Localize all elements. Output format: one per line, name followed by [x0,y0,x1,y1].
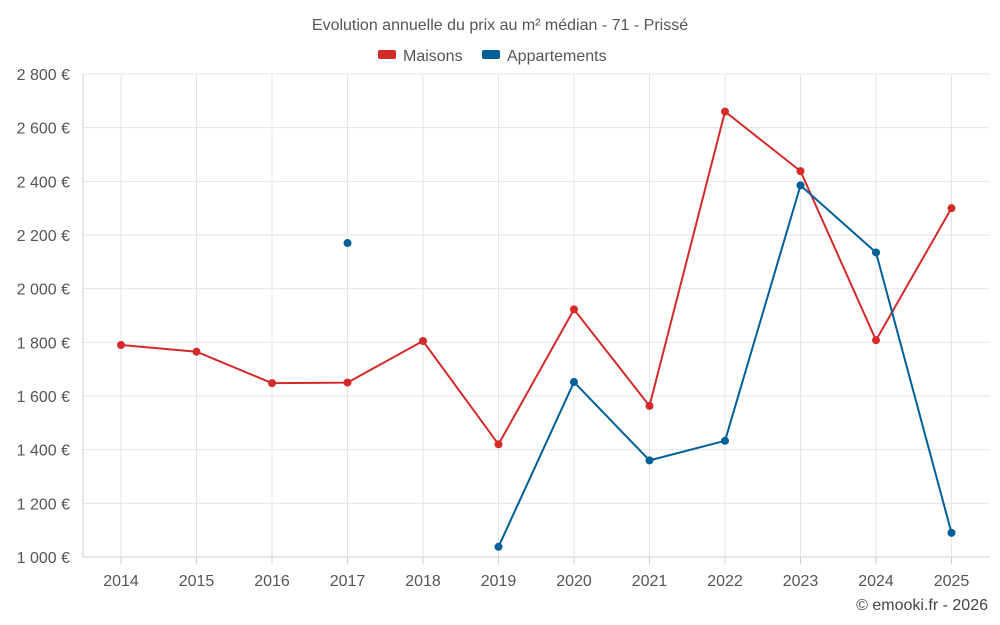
series-appartements [343,181,956,551]
legend-label-appartements: Appartements [507,48,607,65]
chart-title: Evolution annuelle du prix au m² médian … [312,17,688,34]
data-point-maisons[interactable] [117,341,125,350]
data-point-maisons[interactable] [872,336,880,345]
x-tick-label: 2025 [934,573,970,590]
data-point-appartements[interactable] [494,542,503,551]
x-axis-tick-labels: 2014 2015 2016 2017 2018 2019 2020 2021 2022 2023… [103,573,969,590]
x-tick-label: 2024 [858,573,894,590]
data-point-maisons[interactable] [419,336,427,345]
legend-label-maisons: Maisons [403,48,463,65]
x-tick-label: 2014 [103,573,139,590]
x-tick-label: 2020 [556,573,592,590]
x-tick-label: 2016 [254,573,290,590]
legend-item-appartements[interactable]: Appartements [482,48,607,65]
data-point-maisons[interactable] [494,440,503,449]
legend-item-maisons[interactable]: Maisons [378,48,463,65]
data-point-appartements[interactable] [570,378,578,387]
x-tick-label: 2021 [632,573,668,590]
y-tick-label: 1 800 € [17,335,70,352]
y-tick-label: 2 600 € [17,121,70,138]
series-maisons [117,107,956,449]
y-tick-label: 2 000 € [17,282,70,299]
y-tick-label: 2 200 € [17,228,70,245]
data-point-maisons[interactable] [570,305,578,314]
data-point-maisons[interactable] [343,378,352,387]
data-point-maisons[interactable] [192,347,201,356]
data-point-maisons[interactable] [268,379,276,388]
x-tick-label: 2023 [783,573,819,590]
legend: Maisons Appartements [378,48,607,65]
data-point-appartements[interactable] [343,239,352,248]
x-tick-label: 2018 [405,573,441,590]
x-tick-label: 2017 [330,573,366,590]
y-tick-label: 1 200 € [17,496,70,513]
data-point-appartements[interactable] [947,528,956,537]
legend-swatch-appartements [482,50,500,59]
credit-text: © emooki.fr - 2026 [856,597,988,614]
y-tick-label: 1 400 € [17,443,70,460]
y-axis-tick-labels: 1 000 € 1 200 € 1 400 € 1 600 € 1 800 € 2 000… [17,67,70,567]
x-tick-label: 2019 [481,573,517,590]
data-point-maisons[interactable] [796,167,805,176]
y-tick-label: 2 400 € [17,174,70,191]
y-tick-label: 2 800 € [17,67,70,84]
axes [82,74,990,564]
data-point-appartements[interactable] [796,181,805,190]
series-line-maisons [120,110,953,446]
legend-swatch-maisons [378,50,396,59]
grid-lines [83,73,990,557]
data-point-maisons[interactable] [947,204,956,213]
y-tick-label: 1 600 € [17,389,70,406]
data-point-appartements[interactable] [645,456,654,465]
data-point-maisons[interactable] [645,401,654,410]
x-tick-label: 2015 [179,573,215,590]
data-point-appartements[interactable] [721,436,729,445]
x-tick-label: 2022 [707,573,743,590]
series [117,107,956,551]
data-point-maisons[interactable] [721,107,729,116]
y-tick-label: 1 000 € [17,550,70,567]
data-point-appartements[interactable] [872,248,880,257]
